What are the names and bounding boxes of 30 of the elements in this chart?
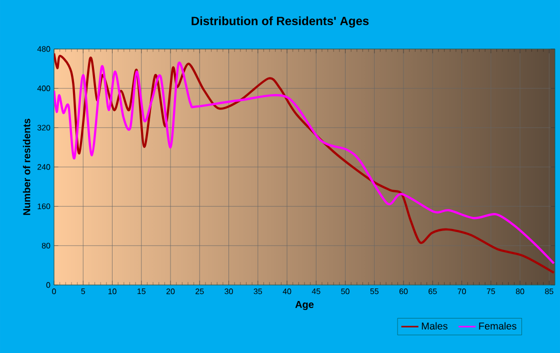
x-axis-title: Age <box>295 301 314 310</box>
x-tick-label: 50 <box>341 288 350 294</box>
y-tick-label: 320 <box>37 124 50 130</box>
x-tick-label: 20 <box>166 288 175 294</box>
x-tick-label: 0 <box>52 288 56 294</box>
y-tick-label: 0 <box>46 282 50 288</box>
x-tick-label: 35 <box>254 288 262 294</box>
y-axis-title: Number of residents <box>22 118 30 215</box>
x-tick-label: 40 <box>282 288 292 294</box>
y-tick-label: 80 <box>42 242 50 248</box>
x-tick-label: 60 <box>399 288 408 294</box>
legend-label: Females <box>479 322 516 330</box>
chart-title: Distribution of Residents' Ages <box>192 16 369 28</box>
legend-label: Males <box>422 322 448 330</box>
x-tick-label: 25 <box>196 288 204 294</box>
x-tick-label: 75 <box>486 288 496 294</box>
x-tick-label: 5 <box>81 288 86 294</box>
x-tick-label: 70 <box>458 288 466 294</box>
x-tick-label: 65 <box>428 288 437 294</box>
y-tick-label: 240 <box>38 164 50 170</box>
x-tick-label: 80 <box>516 288 524 294</box>
y-tick-label: 400 <box>37 86 50 92</box>
y-tick-label: 480 <box>37 46 50 52</box>
x-tick-label: 10 <box>108 288 116 294</box>
x-tick-label: 30 <box>224 288 233 294</box>
x-tick-label: 85 <box>545 288 554 294</box>
y-tick-label: 160 <box>38 203 50 210</box>
x-tick-label: 15 <box>138 288 146 294</box>
x-tick-label: 55 <box>370 288 379 294</box>
x-tick-label: 45 <box>312 288 320 294</box>
